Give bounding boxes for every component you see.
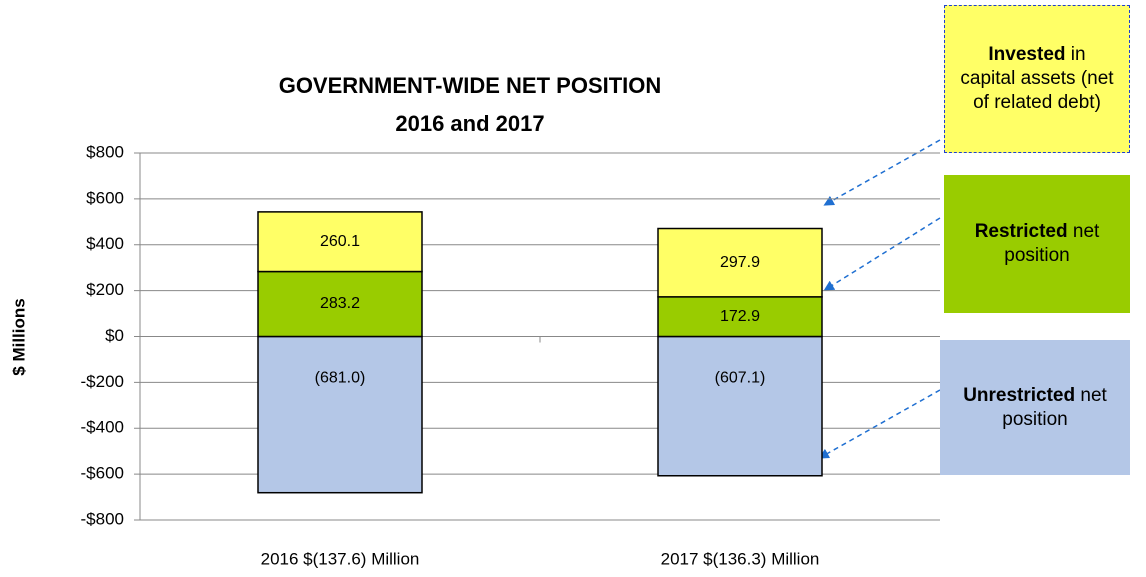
- y-tick-label: $400: [86, 234, 124, 253]
- y-tick-label: -$200: [81, 372, 124, 391]
- legend-label: net position: [1004, 221, 1100, 266]
- bar-segment: [257, 211, 423, 273]
- bar-segment: [657, 296, 823, 338]
- bar-segment: [257, 270, 423, 338]
- chart-title: GOVERNMENT-WIDE NET POSITION: [279, 73, 662, 98]
- data-label: 260.1: [320, 233, 360, 250]
- legend-name: Unrestricted: [963, 384, 1076, 406]
- x-tick-label: 2016 $(137.6) Million: [261, 549, 420, 568]
- legend-text: Restricted net position: [958, 220, 1116, 268]
- bar-segment: [657, 227, 823, 298]
- y-tick-label: -$600: [81, 464, 124, 483]
- legend-name: Invested: [988, 44, 1066, 65]
- data-label: (681.0): [315, 370, 366, 387]
- legend-entry: Restricted net position: [944, 175, 1130, 313]
- data-label: 283.2: [320, 295, 360, 312]
- chart-subtitle: 2016 and 2017: [395, 111, 544, 136]
- legend-entry: Invested in capital assets (net of relat…: [944, 5, 1130, 153]
- y-tick-label: $200: [86, 280, 124, 299]
- y-tick-label: -$400: [81, 418, 124, 437]
- legend-label: net position: [1002, 384, 1107, 430]
- legend-text: Invested in capital assets (net of relat…: [959, 43, 1115, 115]
- data-label: 172.9: [720, 308, 760, 325]
- legend-entry: Unrestricted net position: [940, 340, 1130, 475]
- y-axis-label: $ Millions: [9, 298, 28, 375]
- y-tick-label: $800: [86, 142, 124, 161]
- data-label: (607.1): [715, 370, 766, 387]
- y-tick-label: -$800: [81, 509, 124, 528]
- data-label: 297.9: [720, 254, 760, 271]
- legend-label: in capital assets (net of related debt): [960, 44, 1114, 113]
- bar-segment: [657, 335, 823, 477]
- legend-name: Restricted: [974, 221, 1068, 242]
- y-tick-label: $0: [105, 326, 124, 345]
- bar-segment: [257, 335, 423, 494]
- x-tick-label: 2017 $(136.3) Million: [661, 549, 820, 568]
- y-tick-label: $600: [86, 188, 124, 207]
- legend-text: Unrestricted net position: [954, 384, 1116, 432]
- arrows: [818, 139, 941, 459]
